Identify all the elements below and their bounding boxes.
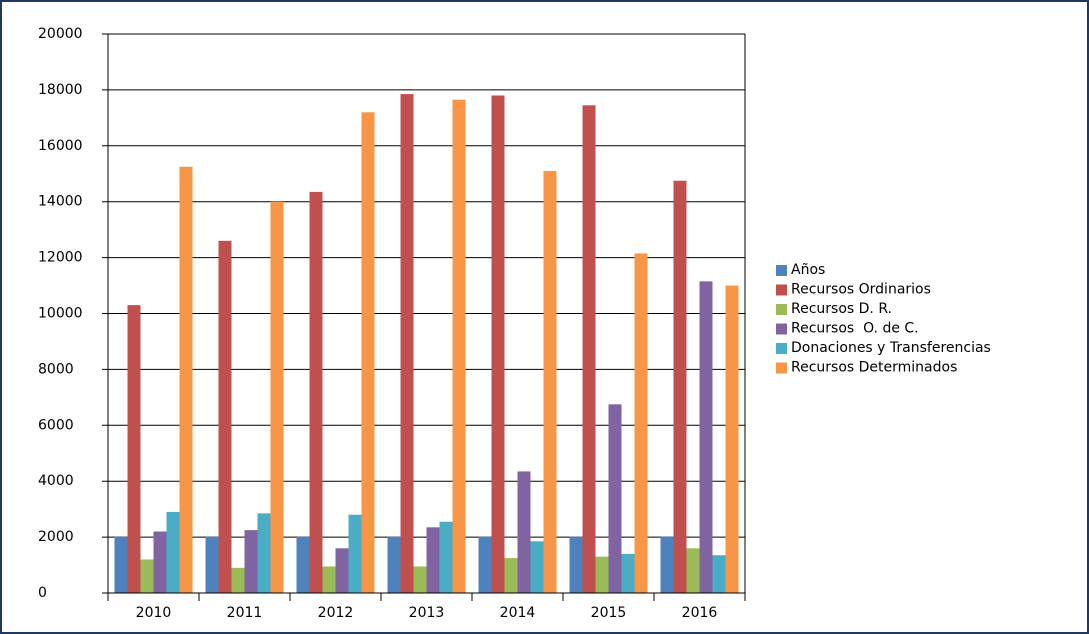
- bar: [439, 521, 453, 593]
- bar: [491, 95, 505, 594]
- y-tick-label: 2000: [38, 529, 74, 545]
- bar: [530, 541, 544, 593]
- bar: [205, 536, 219, 593]
- y-tick-label: 4000: [38, 473, 74, 489]
- y-tick-label: 10000: [38, 306, 83, 322]
- x-tick-label: 2014: [500, 605, 536, 621]
- y-tick-label: 18000: [38, 82, 83, 98]
- bar: [543, 170, 557, 593]
- legend-label: Donaciones y Transferencias: [791, 340, 991, 356]
- bar: [335, 548, 349, 593]
- x-tick-label: 2016: [682, 605, 718, 621]
- x-tick-label: 2010: [136, 605, 172, 621]
- bar: [387, 536, 401, 593]
- bar: [569, 536, 583, 593]
- bar: [400, 94, 414, 593]
- legend-label: Recursos Determinados: [791, 360, 957, 376]
- bar: [634, 253, 648, 593]
- bar: [673, 180, 687, 594]
- bar: [166, 511, 180, 593]
- legend-label: Recursos Ordinarios: [791, 282, 931, 298]
- bar: [699, 281, 713, 593]
- bar: [608, 404, 622, 593]
- bar: [218, 240, 232, 593]
- bar: [660, 536, 674, 593]
- bar: [725, 285, 739, 593]
- bar: [621, 553, 635, 593]
- bar: [309, 191, 323, 594]
- y-tick-label: 0: [38, 585, 47, 601]
- bar: [244, 530, 258, 593]
- bar: [595, 556, 609, 593]
- legend-label: Recursos O. de C.: [791, 321, 919, 337]
- bar: [296, 536, 310, 593]
- bar: [426, 527, 440, 593]
- x-tick-label: 2013: [409, 605, 445, 621]
- bar: [270, 201, 284, 593]
- legend-label: Años: [791, 262, 825, 278]
- y-tick-label: 16000: [38, 138, 83, 154]
- y-tick-label: 14000: [38, 194, 83, 210]
- x-tick-label: 2015: [591, 605, 627, 621]
- legend-swatch: [776, 343, 787, 354]
- bar: [712, 555, 726, 593]
- legend-swatch: [776, 304, 787, 315]
- bar: [452, 99, 466, 594]
- bar: [686, 548, 700, 593]
- bar: [127, 305, 141, 593]
- y-tick-label: 8000: [38, 361, 74, 377]
- x-tick-label: 2011: [227, 605, 263, 621]
- bar: [348, 514, 362, 593]
- bar: [361, 112, 375, 593]
- y-tick-label: 6000: [38, 417, 74, 433]
- legend-swatch: [776, 284, 787, 296]
- legend-swatch: [776, 265, 787, 276]
- bar: [582, 105, 596, 594]
- bar: [179, 166, 193, 593]
- bar: [140, 559, 154, 593]
- bar: [413, 566, 427, 593]
- bar: [153, 531, 167, 593]
- bar: [231, 567, 245, 593]
- bar: [114, 536, 128, 593]
- legend-label: Recursos D. R.: [791, 301, 892, 317]
- legend-swatch: [776, 362, 787, 374]
- y-tick-label: 12000: [38, 250, 83, 266]
- y-tick-label: 20000: [38, 26, 83, 42]
- bar: [478, 536, 492, 593]
- bar: [322, 566, 336, 593]
- x-tick-label: 2012: [318, 605, 354, 621]
- legend-swatch: [776, 323, 787, 335]
- bar: [504, 558, 518, 593]
- bar: [517, 471, 531, 593]
- bar: [257, 513, 271, 593]
